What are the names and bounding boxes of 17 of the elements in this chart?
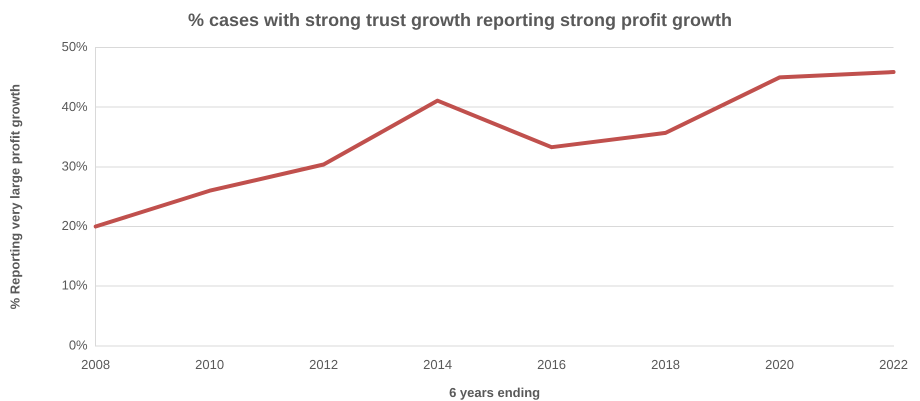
chart-title: % cases with strong trust growth reporting strong profit growth (188, 10, 732, 30)
y-tick-label: 20% (62, 218, 88, 234)
y-tick-label: 10% (62, 278, 88, 293)
x-axis-title: 6 years ending (449, 384, 540, 400)
x-tick-label: 2016 (537, 357, 566, 372)
y-tick-label: 40% (62, 98, 88, 114)
x-tick-label: 2014 (423, 357, 452, 372)
y-axis-title: % Reporting very large profit growth (7, 84, 22, 310)
x-tick-label: 2010 (195, 357, 224, 372)
x-tick-label: 2022 (879, 357, 908, 372)
x-tick-label: 2020 (765, 357, 794, 372)
x-tick-label: 2018 (651, 357, 680, 372)
x-tick-label: 2012 (309, 357, 338, 372)
y-tick-label: 30% (62, 158, 88, 174)
y-tick-label: 50% (62, 39, 88, 54)
x-tick-label: 2008 (81, 357, 110, 372)
y-tick-label: 0% (68, 337, 88, 352)
